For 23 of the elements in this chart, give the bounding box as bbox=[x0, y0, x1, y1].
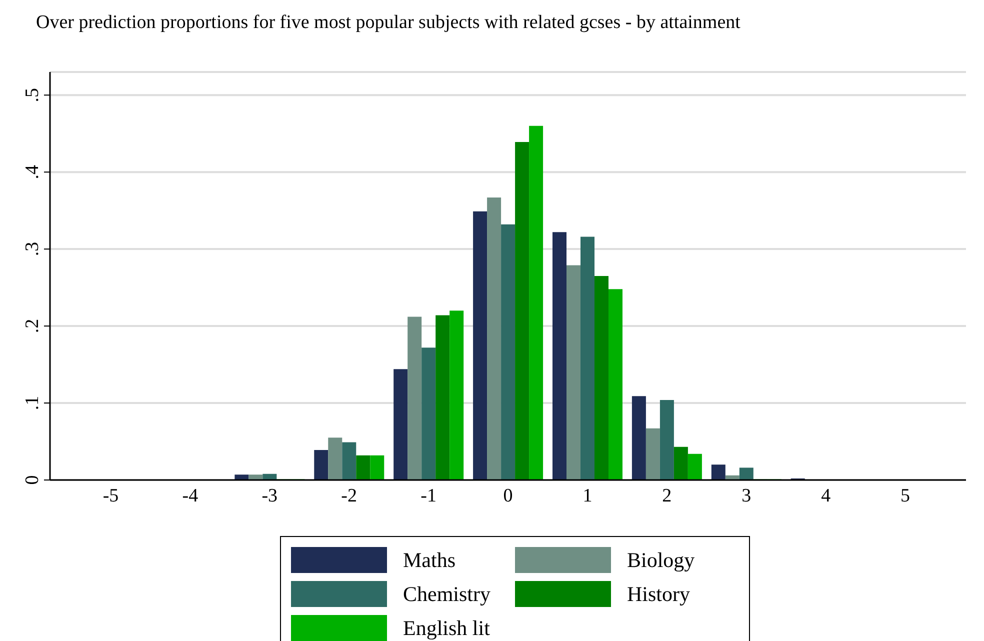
legend-label: Chemistry bbox=[403, 582, 490, 606]
y-tick-label: .4 bbox=[22, 164, 43, 180]
x-tick-label: 3 bbox=[742, 485, 752, 506]
x-tick-label: 0 bbox=[503, 485, 513, 506]
legend-label: History bbox=[627, 582, 690, 606]
legend-label: English lit bbox=[403, 616, 490, 640]
y-tick-label: 0 bbox=[22, 475, 43, 485]
y-tick-label: .2 bbox=[22, 318, 43, 334]
x-tick-label: -5 bbox=[102, 485, 119, 506]
x-tick-label: 5 bbox=[900, 485, 910, 506]
x-tick-label: 1 bbox=[582, 485, 592, 506]
chart-title: Over prediction proportions for five most popular subjects with related gcses - by attainment bbox=[36, 12, 740, 34]
x-tick-label: -3 bbox=[262, 485, 278, 506]
x-tick-label: 2 bbox=[662, 485, 672, 506]
y-tick-label: .5 bbox=[22, 88, 43, 102]
x-tick-label: -4 bbox=[182, 485, 199, 506]
legend-label: Biology bbox=[627, 548, 695, 572]
x-tick-label: -1 bbox=[420, 485, 436, 506]
x-tick-label: -2 bbox=[341, 485, 358, 506]
y-tick-label: .3 bbox=[22, 242, 43, 256]
x-tick-label: 4 bbox=[821, 485, 832, 506]
legend-label: Maths bbox=[403, 548, 456, 572]
y-tick-label: .1 bbox=[22, 396, 43, 410]
